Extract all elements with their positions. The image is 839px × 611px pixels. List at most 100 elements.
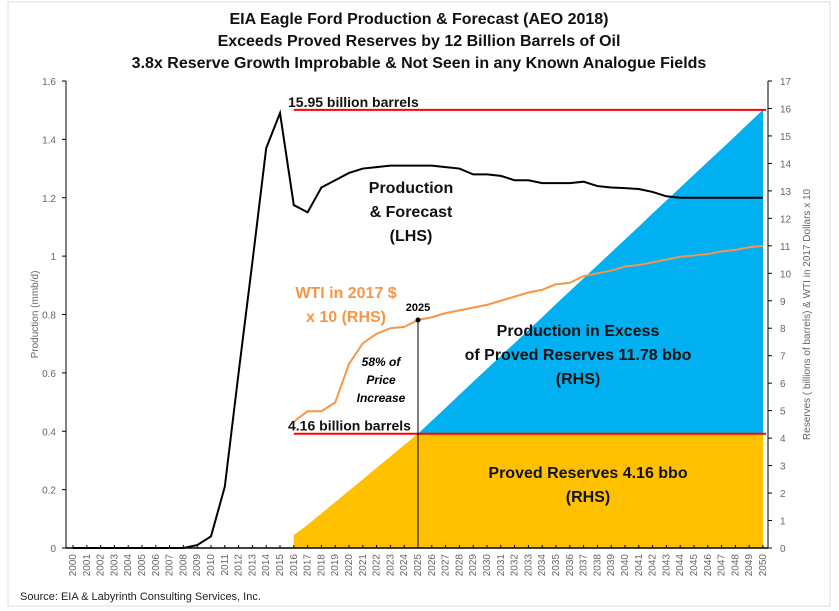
total-forecast-label: 15.95 billion barrels (288, 94, 419, 110)
x-tick-label: 2028 (454, 554, 465, 577)
title-line-1: EIA Eagle Ford Production & Forecast (AE… (229, 11, 608, 28)
proved-annotation: (RHS) (566, 489, 610, 506)
x-tick-label: 2034 (537, 554, 548, 577)
right-tick-label: 1 (780, 517, 786, 528)
x-tick-label: 2038 (592, 554, 603, 577)
left-tick-label: 1.2 (42, 194, 56, 205)
x-tick-label: 2020 (344, 554, 355, 577)
x-tick-label: 2039 (606, 554, 617, 577)
x-tick-label: 2049 (744, 554, 755, 577)
x-tick-label: 2035 (551, 554, 562, 577)
x-tick-label: 2036 (565, 554, 576, 577)
left-tick-label: 1.4 (42, 135, 56, 146)
x-tick-label: 2012 (234, 554, 245, 577)
right-tick-label: 4 (780, 434, 786, 445)
chart-frame (7, 1, 831, 607)
x-tick-label: 2047 (717, 554, 728, 577)
right-tick-label: 9 (780, 297, 786, 308)
x-tick-label: 2025 (413, 554, 424, 577)
price-increase-annotation: Price (366, 373, 396, 387)
x-tick-label: 2019 (330, 554, 341, 577)
left-axis-label: Production (mmb/d) (30, 271, 41, 359)
x-tick-label: 2016 (289, 554, 300, 577)
right-tick-label: 10 (780, 269, 792, 280)
right-tick-label: 11 (780, 242, 791, 253)
right-tick-label: 5 (780, 407, 786, 418)
x-tick-label: 2045 (689, 554, 700, 577)
source-note: Source: EIA & Labyrinth Consulting Servi… (20, 591, 261, 603)
x-tick-label: 2006 (151, 554, 162, 577)
price-increase-annotation: Increase (357, 391, 406, 405)
x-tick-label: 2026 (427, 554, 438, 577)
x-tick-label: 2030 (482, 554, 493, 577)
x-tick-label: 2023 (385, 554, 396, 577)
production-annotation: (LHS) (390, 228, 433, 245)
title-line-2: Exceeds Proved Reserves by 12 Billion Ba… (218, 33, 621, 50)
left-tick-label: 0.4 (42, 427, 56, 438)
wti-annotation: WTI in 2017 $ (295, 285, 396, 302)
x-tick-label: 2050 (758, 554, 769, 577)
x-tick-label: 2010 (206, 554, 217, 577)
x-tick-label: 2031 (496, 554, 507, 577)
x-tick-label: 2046 (703, 554, 714, 577)
x-tick-label: 2004 (123, 554, 134, 577)
x-tick-label: 2011 (220, 554, 231, 576)
wti-annotation: x 10 (RHS) (306, 309, 386, 326)
left-tick-label: 0.2 (42, 486, 56, 497)
x-tick-label: 2044 (675, 554, 686, 577)
right-tick-label: 14 (780, 159, 792, 170)
production-line (73, 109, 763, 549)
excess-annotation: (RHS) (556, 371, 600, 388)
price-increase-annotation: 58% of (362, 355, 402, 369)
excess-annotation: Production in Excess (497, 323, 660, 340)
x-tick-label: 2009 (192, 554, 203, 577)
proved-annotation: Proved Reserves 4.16 bbo (488, 465, 687, 482)
x-tick-label: 2014 (261, 554, 272, 577)
x-tick-label: 2043 (661, 554, 672, 577)
left-tick-label: 1.6 (42, 77, 56, 88)
x-tick-label: 2037 (579, 554, 590, 577)
right-tick-label: 6 (780, 379, 786, 390)
marker-2025-label: 2025 (406, 302, 430, 314)
x-tick-label: 2032 (510, 554, 521, 577)
excess-production-area (418, 109, 763, 434)
left-tick-label: 1 (50, 252, 56, 263)
right-tick-label: 8 (780, 324, 786, 335)
production-annotation: Production (369, 180, 453, 197)
right-tick-label: 0 (780, 544, 786, 555)
x-tick-label: 2001 (82, 554, 93, 577)
x-tick-label: 2007 (165, 554, 176, 577)
right-tick-label: 17 (780, 77, 792, 88)
right-tick-label: 3 (780, 462, 786, 473)
right-tick-label: 16 (780, 104, 792, 115)
proved-reserves-area (293, 433, 763, 548)
marker-2025-point (415, 317, 421, 323)
x-tick-label: 2040 (620, 554, 631, 577)
x-tick-label: 2022 (372, 554, 383, 577)
x-tick-label: 2013 (247, 554, 258, 577)
x-tick-label: 2024 (399, 554, 410, 577)
left-tick-label: 0.8 (42, 311, 56, 322)
x-tick-label: 2008 (178, 554, 189, 577)
production-annotation: & Forecast (370, 204, 453, 221)
right-tick-label: 12 (780, 214, 792, 225)
x-tick-label: 2042 (648, 554, 659, 577)
x-tick-label: 2021 (358, 554, 369, 577)
proved-reserves-line-label: 4.16 billion barrels (288, 418, 411, 434)
x-tick-label: 2005 (137, 554, 148, 577)
right-tick-label: 13 (780, 187, 792, 198)
x-tick-label: 2017 (303, 554, 314, 577)
right-tick-label: 15 (780, 132, 792, 143)
right-axis-label: Reserves ( billions of barrels) & WTI in… (802, 188, 813, 440)
x-tick-label: 2041 (634, 554, 645, 577)
x-tick-label: 2003 (109, 554, 120, 577)
x-tick-label: 2029 (468, 554, 479, 577)
left-tick-label: 0.6 (42, 369, 56, 380)
x-tick-label: 2027 (441, 554, 452, 577)
x-tick-label: 2000 (68, 554, 79, 577)
right-tick-label: 2 (780, 489, 786, 500)
wti-line (293, 244, 764, 423)
x-tick-label: 2002 (96, 554, 107, 577)
